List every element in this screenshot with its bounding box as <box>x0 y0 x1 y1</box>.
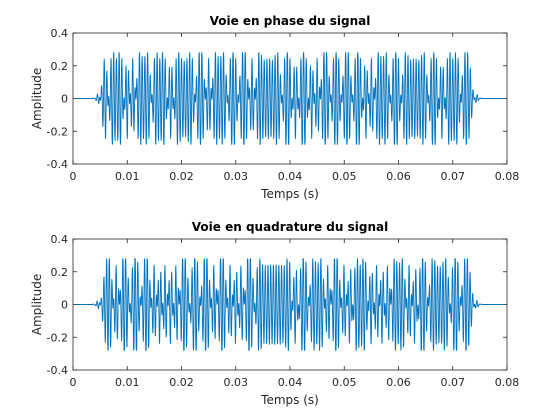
x-tick-label: 0.04 <box>278 170 303 183</box>
x-tick-label: 0.04 <box>278 376 303 389</box>
chart-title: Voie en quadrature du signal <box>192 220 388 234</box>
subplot-in-phase: Voie en phase du signal Temps (s) Amplit… <box>30 14 519 201</box>
x-tick-label: 0.05 <box>332 376 357 389</box>
signal-line-in-phase <box>75 52 505 145</box>
axis-ticks: 0 0.01 0.02 0.03 0.04 0.05 0.06 0.07 0.08 -0.4 -0.… <box>47 233 520 389</box>
plot-area-frame <box>72 32 508 165</box>
x-axis-label: Temps (s) <box>260 393 319 407</box>
x-tick-label: 0.03 <box>224 170 249 183</box>
y-tick-label: -0.4 <box>47 158 68 171</box>
plot-area-frame <box>72 238 508 371</box>
x-tick-label: 0.01 <box>115 170 140 183</box>
x-axis-label: Temps (s) <box>260 187 319 201</box>
signal-line-quadrature <box>75 258 505 351</box>
x-tick-label: 0.07 <box>441 376 466 389</box>
chart-title: Voie en phase du signal <box>210 14 371 28</box>
x-tick-label: 0.08 <box>495 170 520 183</box>
x-tick-label: 0 <box>70 170 77 183</box>
x-tick-label: 0.06 <box>386 170 411 183</box>
y-tick-label: -0.4 <box>47 364 68 377</box>
subplot-quadrature: Voie en quadrature du signal Temps (s) A… <box>30 220 519 407</box>
x-tick-label: 0.02 <box>169 376 194 389</box>
x-tick-label: 0.02 <box>169 170 194 183</box>
x-tick-label: 0.06 <box>386 376 411 389</box>
x-tick-label: 0 <box>70 376 77 389</box>
x-tick-label: 0.01 <box>115 376 140 389</box>
x-tick-label: 0.05 <box>332 170 357 183</box>
y-tick-label: -0.2 <box>47 331 68 344</box>
x-tick-label: 0.07 <box>441 170 466 183</box>
y-tick-label: 0.4 <box>51 233 69 246</box>
y-axis-label: Amplitude <box>30 274 44 336</box>
y-tick-label: 0 <box>61 299 68 312</box>
y-tick-label: -0.2 <box>47 125 68 138</box>
axis-ticks: 0 0.01 0.02 0.03 0.04 0.05 0.06 0.07 0.08 -0.4 -0.… <box>47 27 520 183</box>
y-axis-label: Amplitude <box>30 68 44 130</box>
x-tick-label: 0.08 <box>495 376 520 389</box>
y-tick-label: 0.4 <box>51 27 69 40</box>
x-tick-label: 0.03 <box>224 376 249 389</box>
y-tick-label: 0 <box>61 93 68 106</box>
y-tick-label: 0.2 <box>51 266 69 279</box>
y-tick-label: 0.2 <box>51 60 69 73</box>
